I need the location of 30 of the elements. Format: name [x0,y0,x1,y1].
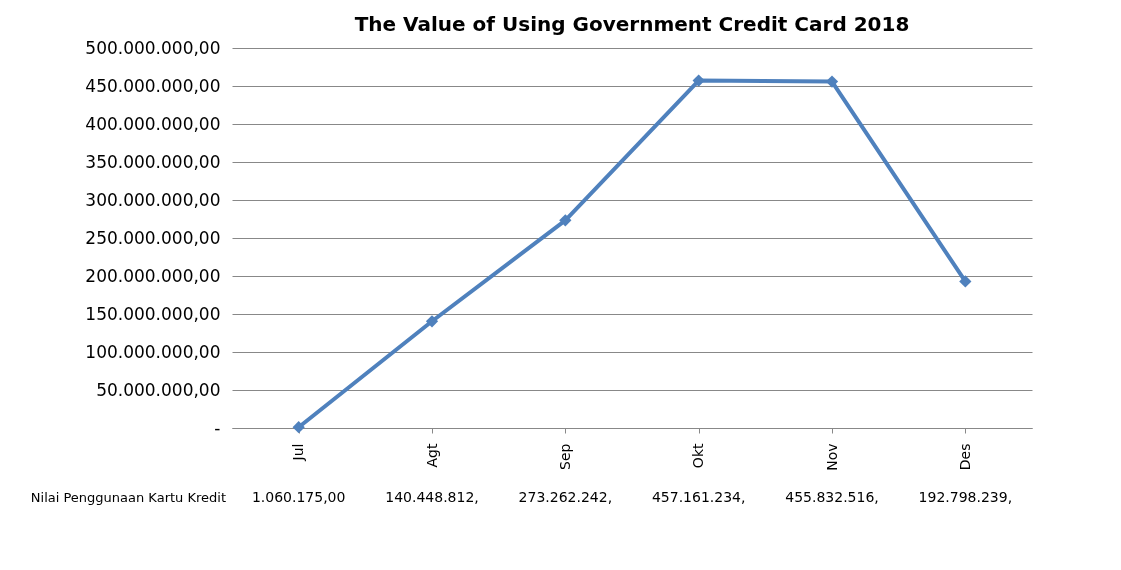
x-tick-label: Des [956,443,973,471]
x-tick-label: Agt [423,442,440,468]
x-tick-label: Jul [290,443,307,462]
x-tick-label: Okt [690,443,707,469]
y-tick-label: 350.000.000,00 [85,151,221,172]
point [425,315,439,328]
y-tick-label: 450.000.000,00 [85,75,221,96]
point [825,75,839,88]
point [292,421,305,434]
text: Nilai Penggunaan Kartu Kredit [30,490,226,505]
y-tick-label: 400.000.000,00 [85,113,221,134]
y-tick-label: 150.000.000,00 [85,303,221,324]
y-tick-label: 250.000.000,00 [85,227,221,248]
chart-title: The Value of Using Government Credit Card 2018 [354,12,910,36]
y-tick-label: 500.000.000,00 [85,37,221,58]
data-label: 192.798.239, [918,489,1013,505]
y-tick-label: 50.000.000,00 [96,379,221,400]
data-label: 1.060.175,00 [251,489,346,505]
data-label: 140.448.812, [385,489,479,505]
y-tick-label: 300.000.000,00 [85,189,221,210]
y-tick-label: - [214,417,221,438]
x-tick-label: Nov [823,443,840,471]
y-tick-label: 200.000.000,00 [85,265,221,286]
data-label: 273.262.242, [518,489,613,505]
point [959,275,972,288]
data-label: 457.161.234, [651,489,746,505]
x-tick-label: Sep [556,443,573,470]
data-label: 455.832.516, [785,489,879,505]
point [559,214,572,227]
y-tick-label: 100.000.000,00 [85,341,221,362]
